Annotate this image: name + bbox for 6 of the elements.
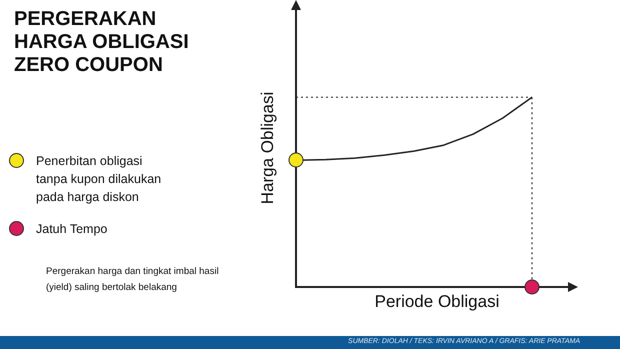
- text: PERGERAKAN HARGA OBLIGASI ZERO COUPON: [14, 8, 189, 77]
- y-axis-title: Harga Obligasi: [258, 92, 278, 204]
- text: Penerbitan obligasi tanpa kupon dilakukan pada harga diskon: [36, 153, 162, 206]
- text: Jatuh Tempo: [36, 221, 108, 238]
- text: Pergerakan harga dan tingkat imbal hasil (yield) saling bertolak belakang: [46, 265, 219, 295]
- x-axis-title: Periode Obligasi: [374, 292, 500, 312]
